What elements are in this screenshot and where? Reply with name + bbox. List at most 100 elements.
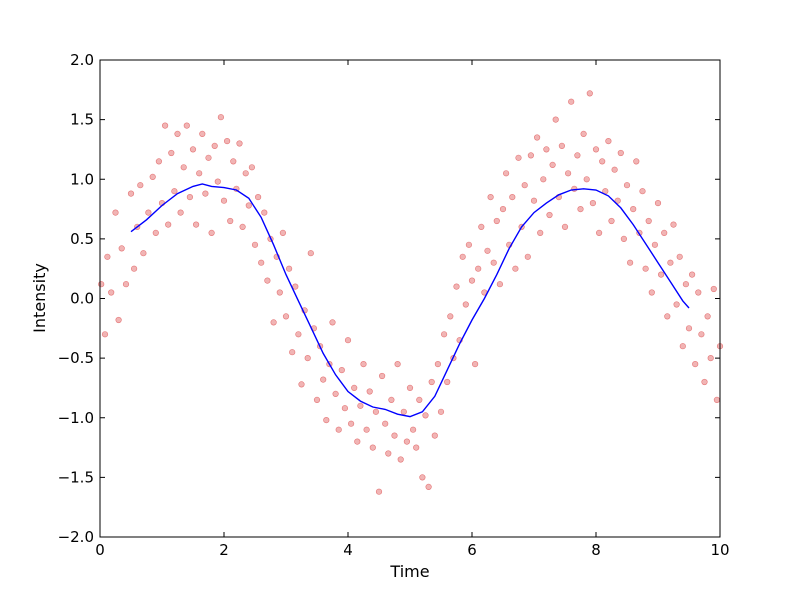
scatter-point-25 [183, 122, 190, 129]
scatter-point-3 [108, 289, 115, 296]
scatter-point-23 [177, 209, 184, 216]
scatter-point-155 [586, 90, 593, 97]
scatter-point-141 [543, 146, 550, 153]
scatter-point-158 [595, 229, 603, 236]
scatter-point-47 [251, 241, 259, 248]
scatter-point-196 [713, 396, 721, 404]
scatter-point-4 [112, 209, 119, 216]
scatter-point-18 [162, 122, 169, 129]
scatter-point-46 [248, 164, 255, 171]
axis-ticks: 0 2 4 6 8 10 −2.0 −1.5 −1.0 −0.5 0.0 0.5 1.0 1.5 2.0 [58, 51, 730, 559]
scatter-point-144 [552, 116, 559, 123]
scatter-point-45 [245, 202, 252, 209]
y-tick-label-8: 2.0 [70, 51, 94, 69]
scatter-point-33 [208, 229, 215, 236]
scatter-point-11 [137, 182, 144, 189]
scatter-point-7 [122, 281, 130, 288]
scatter-point-35 [214, 178, 221, 185]
scatter-point-28 [193, 221, 200, 228]
scatter-point-188 [688, 271, 696, 278]
y-tick-label-7: 1.5 [70, 111, 94, 129]
scatter-point-13 [145, 209, 152, 216]
scatter-point-190 [695, 289, 702, 296]
y-tick-label-4: 0.0 [70, 290, 94, 308]
scatter-point-26 [186, 194, 193, 201]
scatter-point-128 [503, 170, 510, 177]
scatter-point-83 [363, 426, 370, 433]
scatter-point-177 [654, 200, 662, 207]
scatter-point-80 [354, 438, 361, 445]
scatter-point-19 [165, 221, 172, 228]
scatter-point-181 [667, 259, 674, 266]
scatter-point-127 [499, 206, 507, 213]
scatter-point-138 [533, 134, 541, 141]
scatter-point-136 [527, 152, 535, 159]
scatter-point-142 [546, 211, 553, 219]
scatter-point-85 [369, 444, 376, 451]
y-tick-label-2: −1.0 [58, 409, 94, 427]
scatter-point-178 [657, 271, 665, 278]
y-tick-label-6: 1.0 [70, 170, 94, 188]
x-axis-label: Time [389, 562, 429, 581]
scatter-point-176 [651, 241, 659, 248]
scatter-point-104 [428, 378, 435, 386]
scatter-point-118 [472, 361, 479, 368]
scatter-point-120 [478, 223, 485, 230]
scatter-point-40 [230, 158, 237, 165]
scatter-point-154 [583, 176, 590, 183]
scatter-point-5 [115, 316, 122, 324]
scatter-point-134 [521, 182, 528, 189]
scatter-point-60 [292, 283, 299, 290]
scatter-point-183 [673, 301, 680, 308]
scatter-point-180 [664, 313, 671, 320]
scatter-point-69 [320, 376, 327, 383]
scatter-point-182 [670, 221, 677, 228]
scatter-point-157 [592, 146, 600, 153]
scatter-point-61 [295, 331, 302, 338]
scatter-point-117 [468, 277, 476, 284]
scatter-point-6 [118, 245, 125, 252]
scatter-point-82 [360, 361, 367, 368]
scatter-point-175 [648, 289, 655, 296]
scatter-point-149 [568, 98, 575, 105]
scatter-point-193 [704, 313, 711, 320]
scatter-point-107 [437, 408, 445, 415]
scatter-point-98 [410, 426, 417, 433]
scatter-point-105 [431, 432, 438, 439]
scatter-point-96 [403, 438, 411, 445]
scatter-point-93 [394, 361, 401, 368]
scatter-point-116 [465, 241, 473, 248]
scatter-point-87 [375, 488, 383, 495]
scatter-point-189 [692, 361, 699, 368]
scatter-point-140 [540, 176, 547, 183]
x-tick-label-4: 8 [591, 541, 601, 559]
scatter-point-123 [487, 194, 494, 201]
scatter-point-32 [205, 154, 212, 161]
scatter-point-137 [530, 197, 538, 204]
scatter-point-112 [453, 283, 460, 290]
scatter-point-168 [626, 259, 634, 266]
scatter-point-49 [258, 259, 265, 266]
scatter-point-21 [171, 188, 178, 195]
scatter-point-74 [335, 426, 342, 433]
scatter-point-16 [155, 158, 162, 165]
scatter-point-89 [382, 420, 389, 427]
fit-line [130, 183, 690, 418]
scatter-point-76 [341, 405, 349, 412]
scatter-point-78 [348, 420, 355, 427]
scatter-point-77 [344, 337, 352, 344]
scatter-point-14 [149, 173, 156, 180]
scatter-point-100 [416, 396, 423, 404]
scatter-point-115 [462, 301, 469, 308]
scatter-point-88 [379, 372, 386, 380]
scatter-point-164 [614, 197, 621, 204]
scatter-point-170 [633, 158, 640, 165]
scatter-point-39 [227, 217, 234, 225]
scatter-point-34 [211, 142, 218, 149]
x-tick-label-2: 4 [343, 541, 353, 559]
scatter-point-9 [131, 265, 138, 272]
scatter-point-97 [406, 384, 414, 392]
scatter-point-156 [589, 200, 597, 207]
scatter-point-102 [422, 412, 429, 419]
scatter-point-15 [152, 229, 159, 236]
